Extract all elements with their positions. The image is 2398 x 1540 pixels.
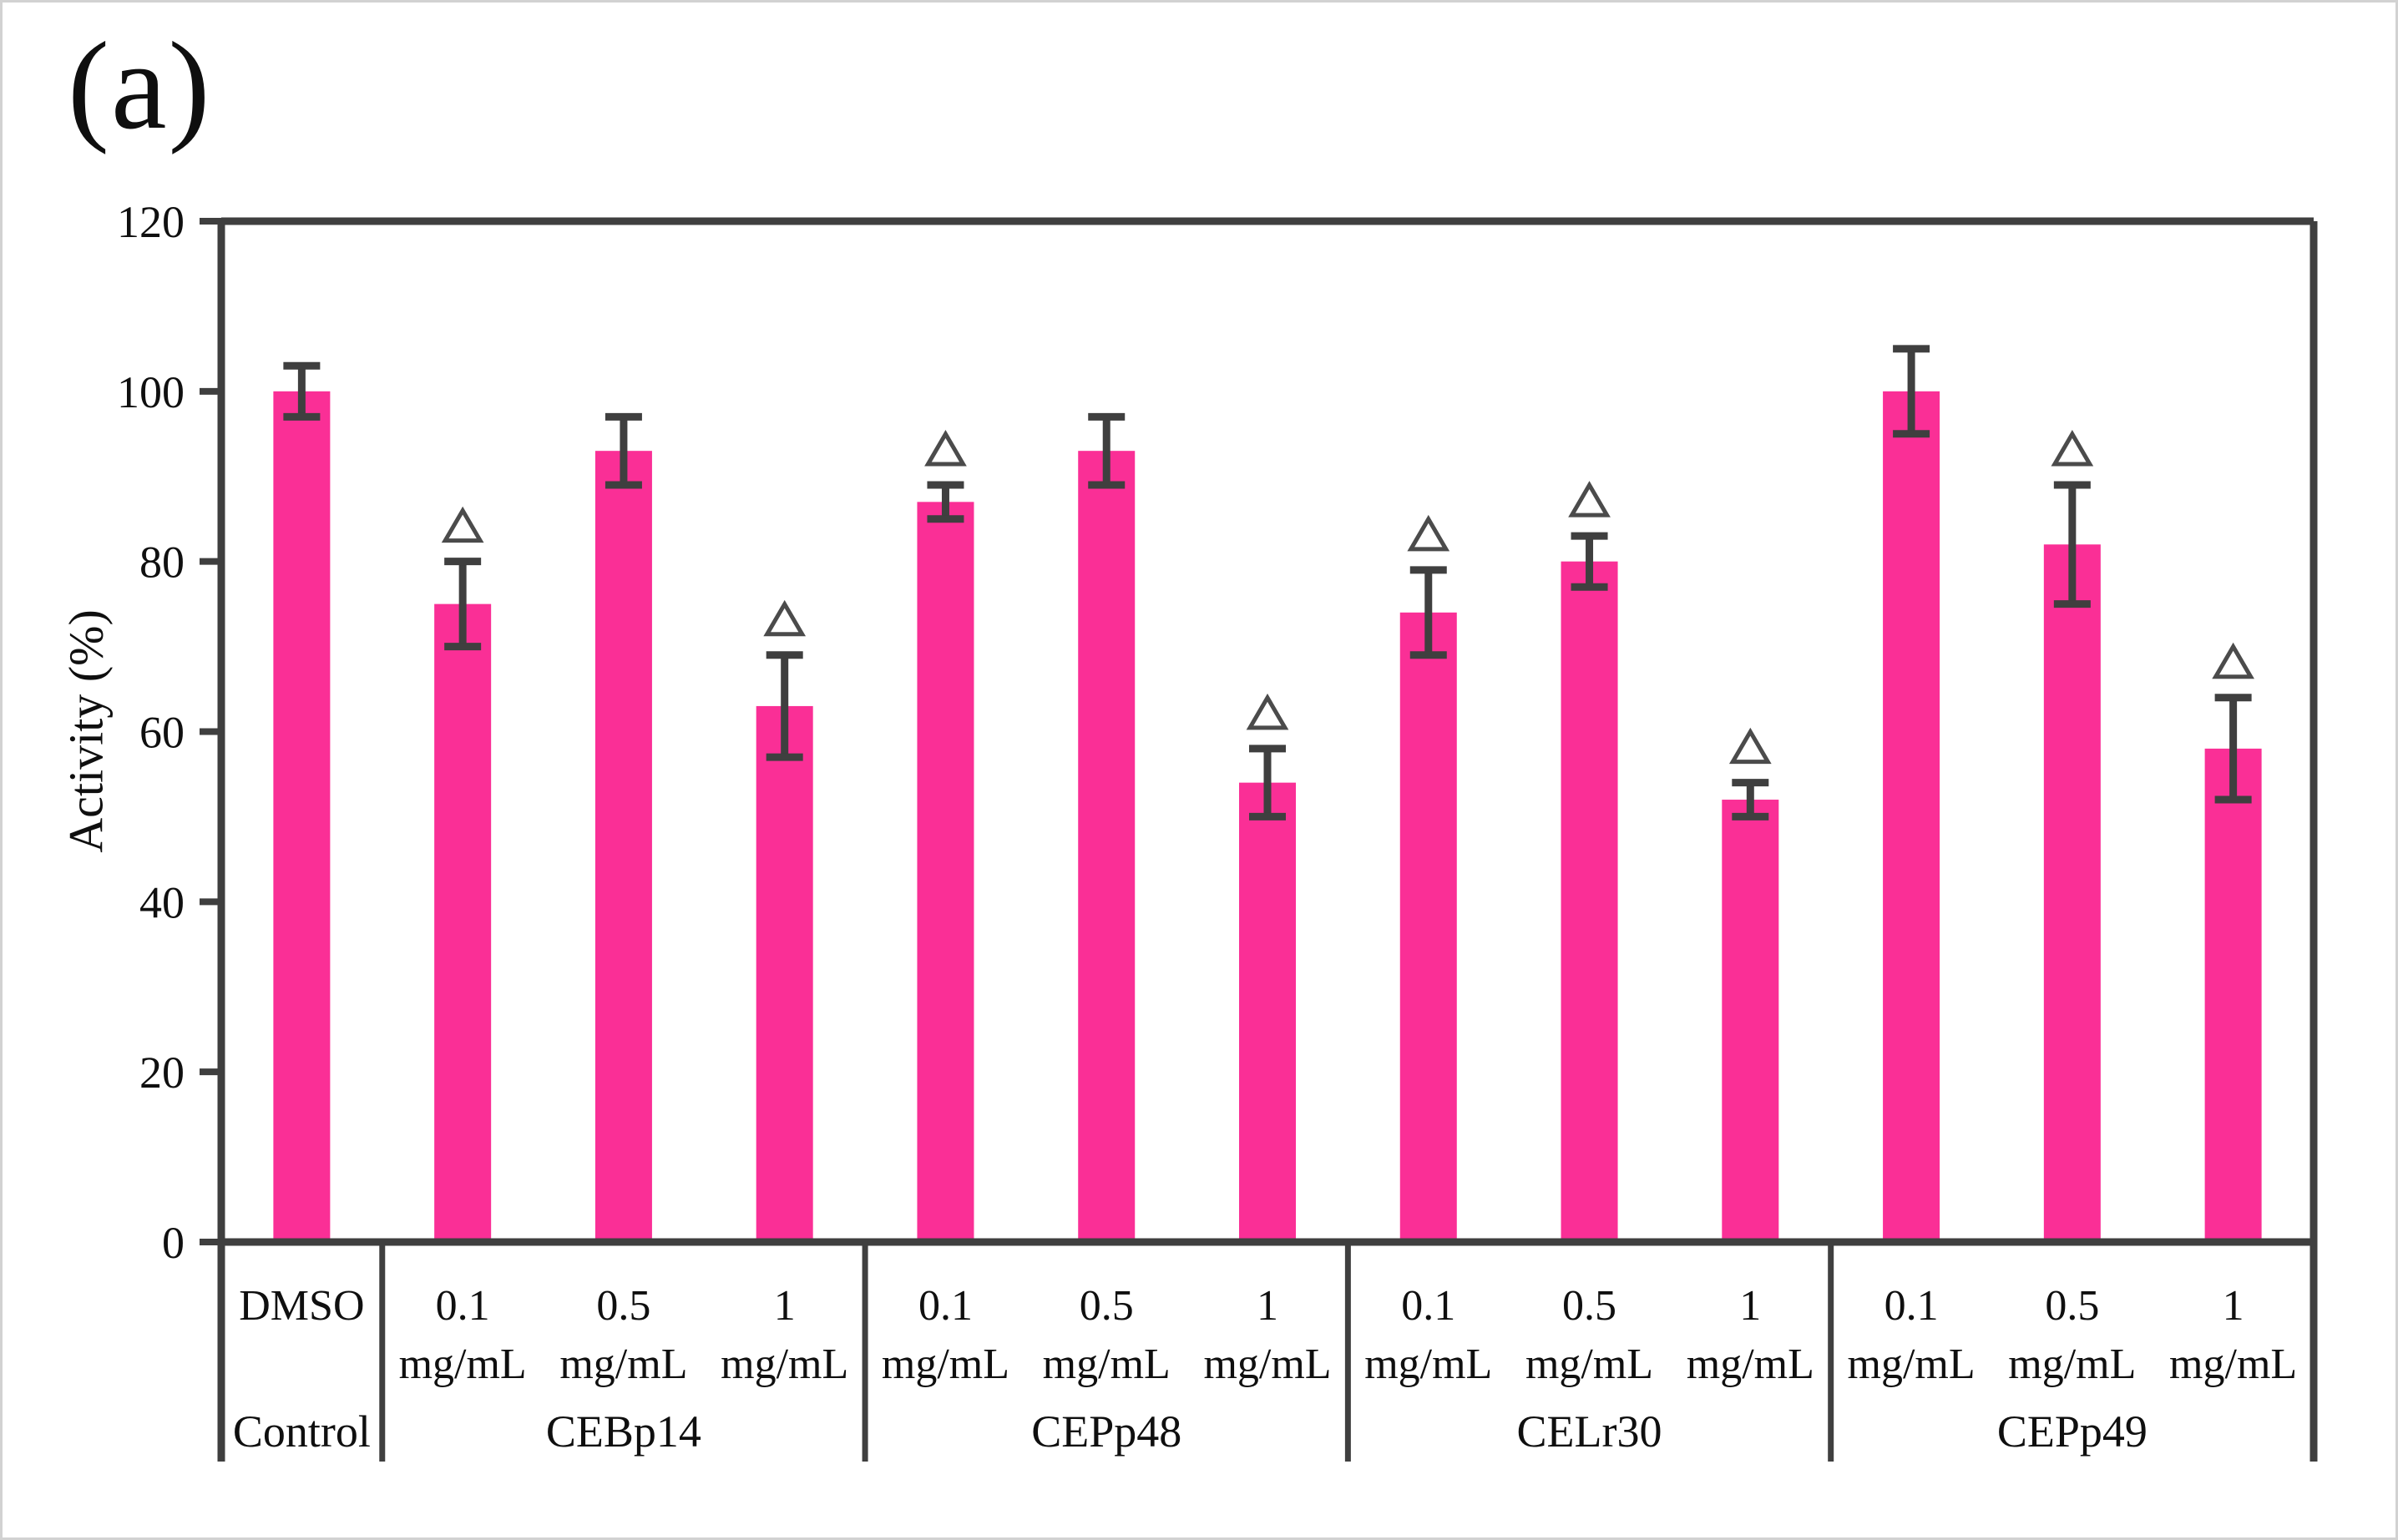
significance-triangle-icon <box>924 429 967 467</box>
significance-triangle-icon <box>441 506 484 543</box>
x-tick-label-line2: mg/mL <box>882 1341 1009 1388</box>
x-tick-label-line1: DMSO <box>239 1282 364 1330</box>
x-tick-label-line1: 0.1 <box>918 1282 973 1330</box>
bar <box>2043 544 2101 1242</box>
y-tick-label: 80 <box>139 538 185 588</box>
x-tick-label-line2: mg/mL <box>1687 1341 1814 1388</box>
x-tick-label-line1: 0.5 <box>1562 1282 1616 1330</box>
bar <box>1561 561 1618 1242</box>
bar-chart: 0 20 40 60 80 100 120 DMSO 0.1 mg/mL 0.5 mg/mL 1 mg/m… <box>117 197 2318 1462</box>
x-tick-label-line2: mg/mL <box>721 1341 848 1388</box>
significance-triangle-icon <box>763 599 807 637</box>
bar <box>1078 451 1136 1242</box>
significance-triangle-icon <box>1568 481 1611 518</box>
bar <box>273 391 331 1242</box>
x-tick-label-line1: 0.1 <box>436 1282 490 1330</box>
x-tick-label-line2: mg/mL <box>1525 1341 1653 1388</box>
y-tick-label: 40 <box>139 877 185 927</box>
x-tick-label-line1: 0.5 <box>1080 1282 1134 1330</box>
group-label: CEPp48 <box>1031 1406 1181 1457</box>
bar <box>1883 391 1940 1242</box>
x-tick-label-line1: 1 <box>774 1282 796 1330</box>
x-tick-label-line2: mg/mL <box>2169 1341 2297 1388</box>
x-tick-label-line2: mg/mL <box>1364 1341 1492 1388</box>
bar <box>1722 800 1779 1242</box>
group-label: CEPp49 <box>1997 1406 2148 1457</box>
bar <box>1239 782 1296 1242</box>
bar <box>1399 612 1457 1242</box>
bar <box>594 451 652 1242</box>
bar <box>756 705 813 1242</box>
bar <box>917 502 974 1242</box>
x-tick-label-line1: 1 <box>1739 1282 1761 1330</box>
significance-triangle-icon <box>1728 727 1772 765</box>
significance-triangle-icon <box>1407 514 1450 552</box>
group-label: CEBp14 <box>546 1406 701 1457</box>
x-tick-label-line2: mg/mL <box>2008 1341 2136 1388</box>
y-tick-label: 0 <box>162 1218 185 1268</box>
panel-label: (a) <box>68 17 212 155</box>
y-tick-label: 20 <box>139 1048 185 1098</box>
group-label: Control <box>233 1406 371 1457</box>
significance-triangle-icon <box>2212 642 2254 679</box>
x-tick-label-line2: mg/mL <box>1203 1341 1331 1388</box>
x-tick-label-line1: 0.5 <box>2045 1282 2099 1330</box>
y-tick-label: 60 <box>139 708 185 758</box>
significance-triangle-icon <box>2051 429 2094 467</box>
x-tick-label-line2: mg/mL <box>1848 1341 1976 1388</box>
group-label: CELr30 <box>1517 1406 1662 1457</box>
bar <box>2204 748 2262 1242</box>
x-tick-label-line1: 0.1 <box>1401 1282 1455 1330</box>
x-tick-label-line2: mg/mL <box>399 1341 527 1388</box>
x-tick-label-line2: mg/mL <box>1043 1341 1171 1388</box>
bar <box>434 603 492 1242</box>
x-tick-label-line1: 1 <box>1257 1282 1278 1330</box>
x-tick-label-line1: 0.1 <box>1885 1282 1939 1330</box>
x-tick-label-line2: mg/mL <box>559 1341 687 1388</box>
y-tick-label: 100 <box>117 367 185 417</box>
x-tick-label-line1: 1 <box>2223 1282 2244 1330</box>
significance-triangle-icon <box>1246 693 1289 730</box>
y-tick-label: 120 <box>117 197 185 247</box>
x-tick-label-line1: 0.5 <box>596 1282 650 1330</box>
